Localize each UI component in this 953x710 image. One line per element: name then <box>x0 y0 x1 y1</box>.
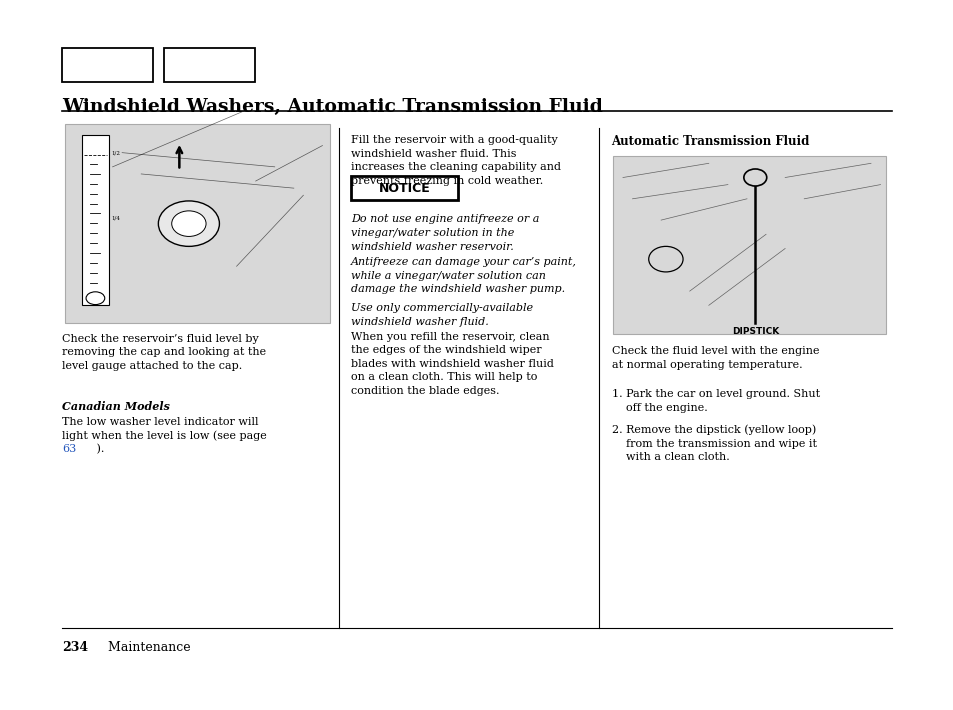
Circle shape <box>158 201 219 246</box>
Circle shape <box>648 246 682 272</box>
Text: 1/2: 1/2 <box>112 150 120 155</box>
Text: Automatic Transmission Fluid: Automatic Transmission Fluid <box>611 135 809 148</box>
Text: 1/4: 1/4 <box>112 216 120 221</box>
Text: Use only commercially-available
windshield washer fluid.: Use only commercially-available windshie… <box>351 303 533 327</box>
Text: 2. Remove the dipstick (yellow loop)
    from the transmission and wipe it
    w: 2. Remove the dipstick (yellow loop) fro… <box>611 425 816 462</box>
Text: Do not use engine antifreeze or a
vinegar/water solution in the
windshield washe: Do not use engine antifreeze or a vinega… <box>351 214 538 251</box>
Text: DIPSTICK: DIPSTICK <box>731 327 778 336</box>
Text: Canadian Models: Canadian Models <box>62 401 170 412</box>
Bar <box>62 48 152 82</box>
Text: 63: 63 <box>62 444 76 454</box>
Bar <box>65 124 330 323</box>
Ellipse shape <box>86 292 105 305</box>
Text: 1. Park the car on level ground. Shut
    off the engine.: 1. Park the car on level ground. Shut of… <box>611 389 819 413</box>
Text: The low washer level indicator will
light when the level is low (see page: The low washer level indicator will ligh… <box>62 417 267 441</box>
Text: NOTICE: NOTICE <box>378 182 430 195</box>
Text: Check the fluid level with the engine
at normal operating temperature.: Check the fluid level with the engine at… <box>611 346 819 370</box>
Circle shape <box>743 169 766 186</box>
Text: When you refill the reservoir, clean
the edges of the windshield wiper
blades wi: When you refill the reservoir, clean the… <box>351 332 554 396</box>
Bar <box>613 156 885 334</box>
Text: Windshield Washers, Automatic Transmission Fluid: Windshield Washers, Automatic Transmissi… <box>62 98 602 116</box>
Text: Maintenance: Maintenance <box>100 641 191 654</box>
Text: ).: ). <box>92 444 104 454</box>
Text: Antifreeze can damage your car’s paint,
while a vinegar/water solution can
damag: Antifreeze can damage your car’s paint, … <box>351 257 577 294</box>
Text: Fill the reservoir with a good-quality
windshield washer fluid. This
increases t: Fill the reservoir with a good-quality w… <box>351 135 560 186</box>
Text: Check the reservoir’s fluid level by
removing the cap and looking at the
level g: Check the reservoir’s fluid level by rem… <box>62 334 266 371</box>
Bar <box>164 48 254 82</box>
Text: 234: 234 <box>62 641 88 654</box>
Bar <box>82 135 109 305</box>
Bar <box>351 176 457 200</box>
Circle shape <box>172 211 206 236</box>
